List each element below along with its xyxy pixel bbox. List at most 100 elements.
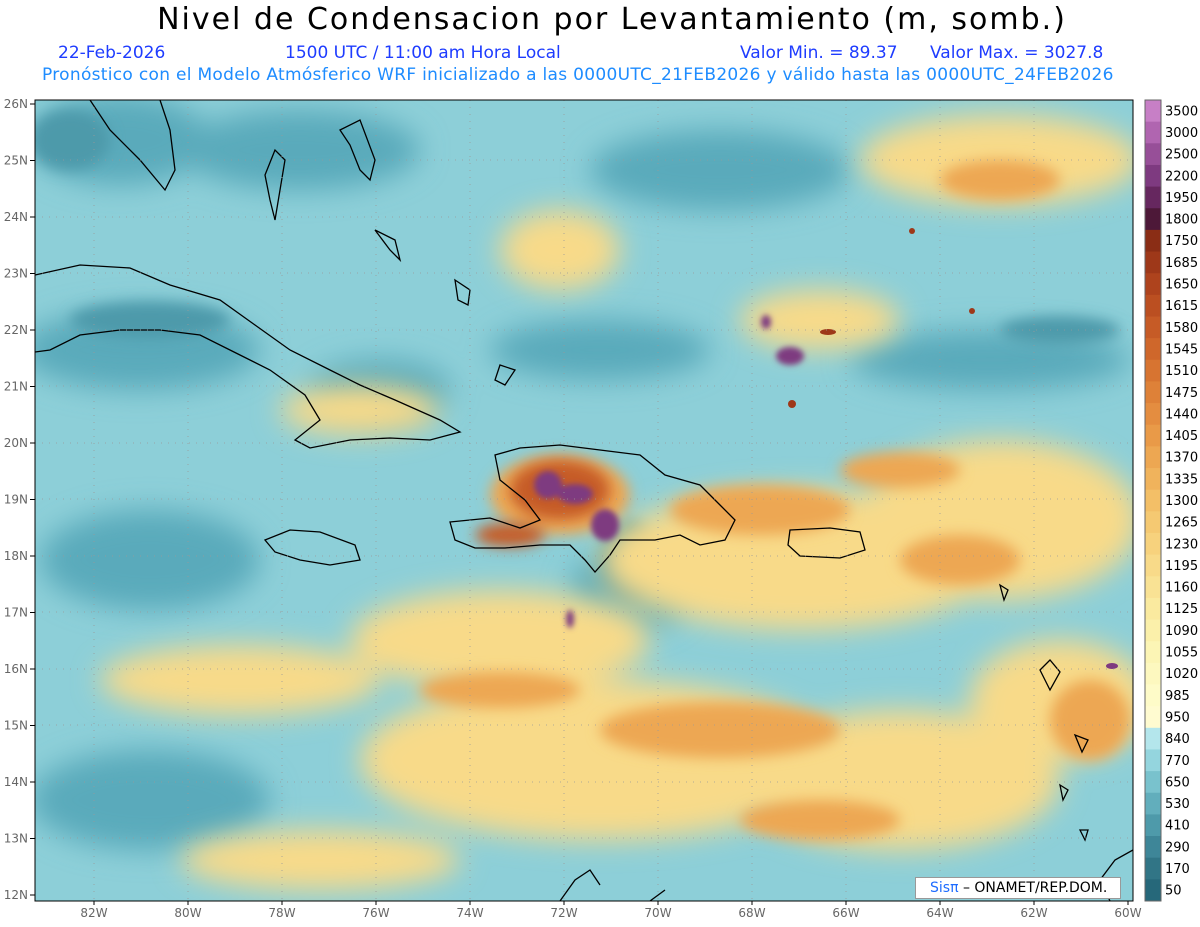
colorbar-label: 1300 (1165, 494, 1198, 509)
colorbar-swatch (1145, 857, 1161, 880)
colorbar-label: 1265 (1165, 516, 1198, 531)
credit-brand: Sisπ (930, 880, 959, 896)
colorbar-swatch (1145, 641, 1161, 664)
colorbar-swatch (1145, 186, 1161, 209)
max-value: Valor Max. = 3027.8 (930, 43, 1104, 63)
colorbar-label: 2200 (1165, 169, 1198, 184)
lat-label: 25N (4, 154, 28, 168)
colorbar-label: 1800 (1165, 213, 1198, 228)
colorbar-swatch (1145, 597, 1161, 621)
lon-label: 78W (268, 906, 295, 920)
colorbar-swatch (1145, 684, 1161, 707)
lat-label: 21N (4, 380, 28, 394)
colorbar-label: 530 (1165, 797, 1190, 812)
lon-label: 60W (1114, 906, 1141, 920)
colorbar-swatch (1145, 273, 1161, 296)
colorbar-swatch (1145, 532, 1161, 556)
lat-label: 16N (4, 662, 28, 676)
colorbar-label: 1160 (1165, 581, 1198, 596)
colorbar-frame (1144, 99, 1162, 902)
colorbar-label: 170 (1165, 862, 1190, 877)
colorbar-swatch (1145, 814, 1161, 837)
colorbar-label: 290 (1165, 840, 1190, 855)
lon-label: 82W (80, 906, 107, 920)
colorbar-swatch (1145, 424, 1161, 447)
lat-label: 24N (4, 210, 28, 224)
model-info: Pronóstico con el Modelo Atmósferico WRF… (42, 65, 1114, 85)
colorbar-swatch (1145, 121, 1161, 144)
colorbar-swatch (1145, 749, 1161, 772)
colorbar-swatch (1145, 576, 1161, 599)
colorbar-swatch (1145, 143, 1161, 166)
colorbar-swatch (1145, 727, 1161, 750)
colorbar-swatch (1145, 100, 1161, 123)
colorbar-label: 1055 (1165, 646, 1198, 661)
map-title: Nivel de Condensacion por Levantamiento … (157, 2, 1067, 37)
colorbar-swatch (1145, 251, 1161, 274)
colorbar-label: 650 (1165, 775, 1190, 790)
lat-label: 15N (4, 719, 28, 733)
colorbar-label: 2500 (1165, 148, 1198, 163)
lat-label: 14N (4, 775, 28, 789)
colorbar-label: 1195 (1165, 559, 1198, 574)
forecast-time: 1500 UTC / 11:00 am Hora Local (285, 43, 561, 63)
colorbar-swatch (1145, 706, 1161, 729)
colorbar-swatch (1145, 208, 1161, 231)
colorbar-label: 985 (1165, 689, 1190, 704)
colorbar-label: 1510 (1165, 364, 1198, 379)
forecast-date: 22-Feb-2026 (58, 43, 166, 63)
lat-label: 26N (4, 97, 28, 111)
colorbar-swatch (1145, 554, 1161, 577)
colorbar-swatch (1145, 619, 1161, 642)
colorbar-swatch (1145, 229, 1161, 253)
colorbar-label: 410 (1165, 819, 1190, 834)
latitude-labels: 26N 25N 24N 23N 22N 21N 20N 19N 18N 17N 16N 15N 14N 1… (4, 97, 35, 902)
colorbar-label: 950 (1165, 710, 1190, 725)
colorbar-label: 1950 (1165, 191, 1198, 206)
graticule (35, 100, 1133, 901)
colorbar-swatch (1145, 164, 1161, 188)
colorbar-label: 1370 (1165, 451, 1198, 466)
colorbar-label: 1125 (1165, 602, 1198, 617)
colorbar-label: 1230 (1165, 537, 1198, 552)
colorbar-label: 1405 (1165, 429, 1198, 444)
colorbar-label: 1685 (1165, 256, 1198, 271)
lon-label: 76W (362, 906, 389, 920)
colorbar-label: 770 (1165, 754, 1190, 769)
lat-label: 13N (4, 832, 28, 846)
colorbar-swatch (1145, 511, 1161, 534)
colorbar-swatch (1145, 403, 1161, 426)
lon-label: 70W (644, 906, 671, 920)
colorbar-label: 1475 (1165, 386, 1198, 401)
lat-label: 18N (4, 549, 28, 563)
lon-label: 64W (926, 906, 953, 920)
colorbar-label: 840 (1165, 732, 1190, 747)
lat-label: 20N (4, 436, 28, 450)
colorbar-swatch (1145, 359, 1161, 382)
colorbar-label: 1650 (1165, 278, 1198, 293)
lon-label: 68W (738, 906, 765, 920)
colorbar-label: 50 (1165, 884, 1182, 899)
credit-box: Sisπ – ONAMET/REP.DOM. (915, 877, 1121, 899)
colorbar-swatch (1145, 836, 1161, 859)
colorbar-swatch (1145, 468, 1161, 491)
credit-org: – ONAMET/REP.DOM. (962, 880, 1108, 896)
colorbar-label: 1440 (1165, 407, 1198, 422)
colorbar-label: 3500 (1165, 104, 1198, 119)
colorbar-label: 1335 (1165, 472, 1198, 487)
colorbar-swatch (1145, 294, 1161, 317)
colorbar-label: 1615 (1165, 299, 1198, 314)
min-value: Valor Min. = 89.37 (740, 43, 898, 63)
colorbar: 3500 3000 2500 2200 1950 1800 1750 1685 1650 1615… (1144, 99, 1198, 902)
lcl-field (35, 100, 1133, 901)
lon-label: 72W (550, 906, 577, 920)
lon-label: 62W (1020, 906, 1047, 920)
colorbar-swatch (1145, 489, 1161, 512)
colorbar-label: 3000 (1165, 126, 1198, 141)
colorbar-label: 1580 (1165, 321, 1198, 336)
colorbar-swatch (1145, 446, 1161, 469)
colorbar-label: 1750 (1165, 234, 1198, 249)
colorbar-label: 1020 (1165, 667, 1198, 682)
colorbar-swatch (1145, 662, 1161, 686)
